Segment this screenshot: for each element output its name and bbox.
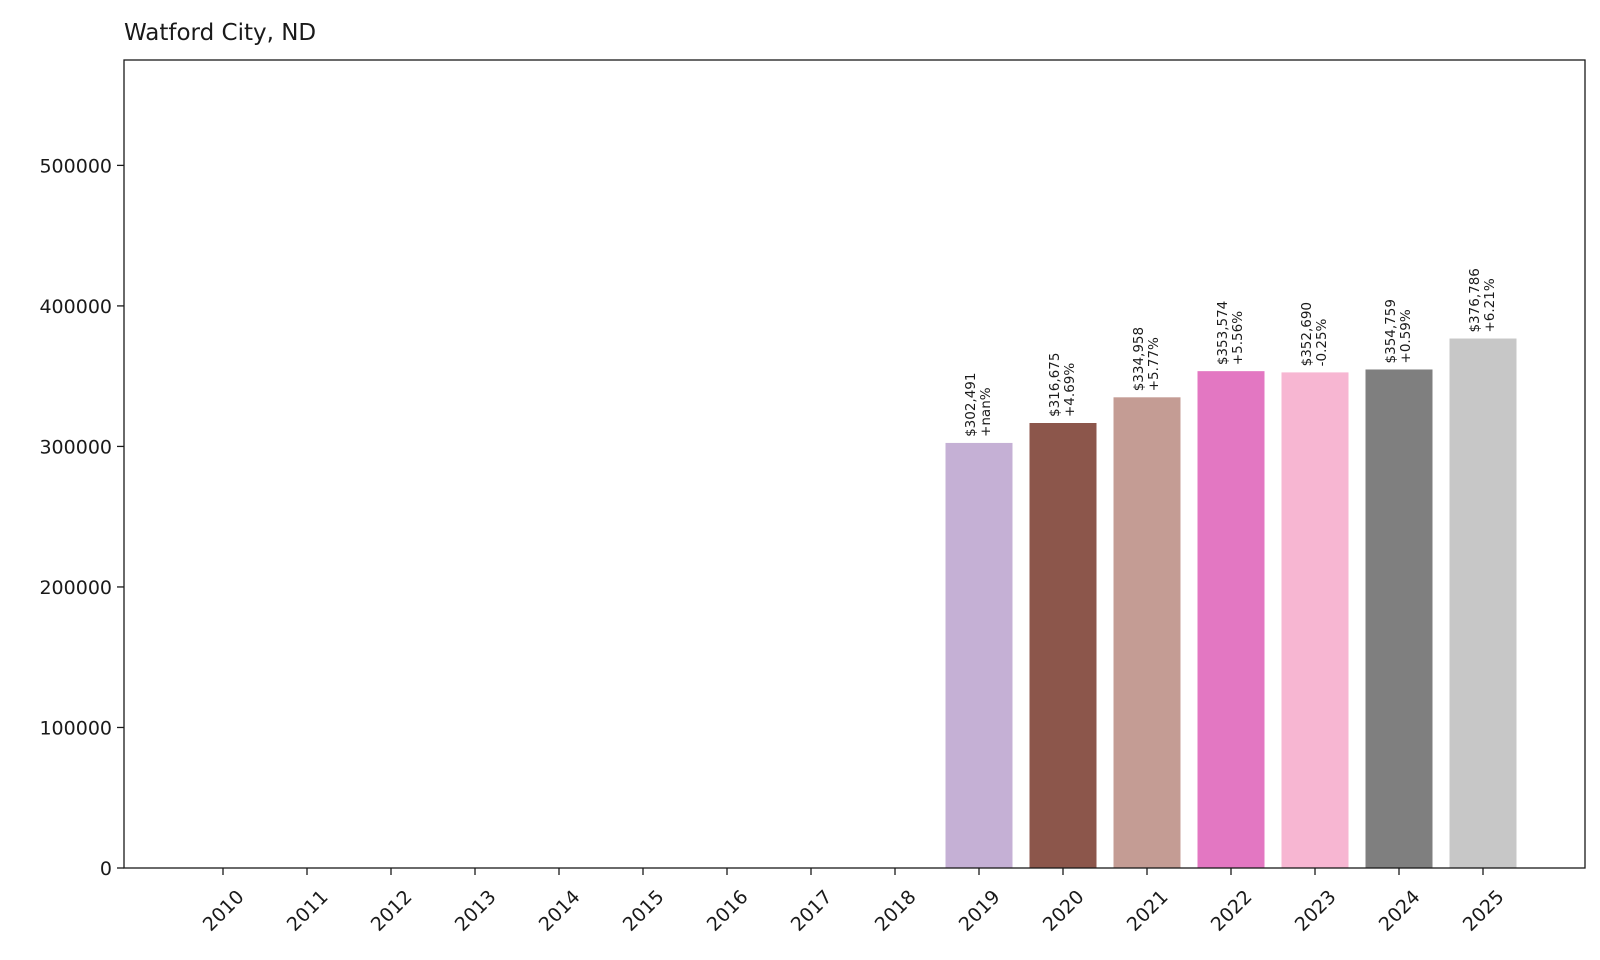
bar-change-text-2025: +6.21%: [1482, 278, 1498, 332]
bar-value-label-2021: $334,958+5.77%: [1131, 327, 1162, 391]
x-tick-label-2013: 2013: [451, 886, 501, 936]
bar-change-text-2023: -0.25%: [1314, 318, 1330, 366]
y-tick-label-300000: 300000: [39, 436, 112, 458]
bar-value-text-2020: $316,675: [1047, 353, 1063, 417]
bar-value-label-2025: $376,786+6.21%: [1467, 268, 1498, 332]
bar-value-text-2024: $354,759: [1383, 299, 1399, 363]
bar-change-text-2019: +nan%: [978, 387, 994, 437]
x-tick-label-2011: 2011: [283, 886, 333, 936]
bar-2020: [1029, 423, 1097, 868]
x-tick-label-2012: 2012: [367, 886, 417, 936]
bar-value-text-2019: $302,491: [963, 373, 979, 437]
y-tick-label-100000: 100000: [39, 717, 112, 739]
y-tick-label-200000: 200000: [39, 577, 112, 599]
y-tick-label-500000: 500000: [39, 155, 112, 177]
x-tick-label-2010: 2010: [199, 886, 249, 936]
x-axis: 2010 2011 2012 2013 2014 2015 2016 2017 2018 2019…: [199, 868, 1509, 936]
plot-frame: [123, 59, 1586, 869]
bar-value-text-2021: $334,958: [1131, 327, 1147, 391]
bar-value-text-2023: $352,690: [1299, 302, 1315, 366]
bar-change-text-2022: +5.56%: [1230, 311, 1246, 365]
x-tick-label-2017: 2017: [787, 886, 837, 936]
x-tick-label-2024: 2024: [1375, 886, 1425, 936]
bar-value-label-2024: $354,759+0.59%: [1383, 299, 1414, 363]
x-tick-label-2023: 2023: [1291, 886, 1341, 936]
bar-2024: [1365, 369, 1433, 868]
y-tick-label-400000: 400000: [39, 296, 112, 318]
x-tick-label-2021: 2021: [1123, 886, 1173, 936]
x-tick-label-2022: 2022: [1207, 886, 1257, 936]
bar-2023: [1281, 372, 1349, 868]
x-tick-label-2019: 2019: [955, 886, 1005, 936]
bar-value-text-2022: $353,574: [1215, 301, 1231, 365]
bars-group: [945, 338, 1517, 868]
x-tick-label-2025: 2025: [1459, 886, 1509, 936]
y-tick-label-0: 0: [100, 858, 112, 880]
bar-change-text-2024: +0.59%: [1398, 309, 1414, 363]
x-tick-label-2020: 2020: [1039, 886, 1089, 936]
bar-value-text-2025: $376,786: [1467, 268, 1483, 332]
y-axis: 0 100000 200000 300000 400000 500000: [39, 155, 124, 880]
x-tick-label-2018: 2018: [871, 886, 921, 936]
bar-value-label-2023: $352,690-0.25%: [1299, 302, 1330, 366]
x-tick-label-2015: 2015: [619, 886, 669, 936]
bar-change-text-2021: +5.77%: [1146, 337, 1162, 391]
bar-2025: [1449, 338, 1517, 868]
bar-2019: [945, 442, 1013, 868]
bar-value-label-2019: $302,491+nan%: [963, 373, 994, 437]
x-tick-label-2016: 2016: [703, 886, 753, 936]
bar-value-label-2022: $353,574+5.56%: [1215, 301, 1246, 365]
bar-labels-group: $302,491+nan% $316,675+4.69% $334,958+5.77…: [963, 268, 1498, 437]
bar-value-label-2020: $316,675+4.69%: [1047, 353, 1078, 417]
x-tick-label-2014: 2014: [535, 886, 585, 936]
bar-change-text-2020: +4.69%: [1062, 363, 1078, 417]
bar-2022: [1197, 371, 1265, 868]
chart-title: Watford City, ND: [124, 20, 317, 46]
bar-2021: [1113, 397, 1181, 868]
